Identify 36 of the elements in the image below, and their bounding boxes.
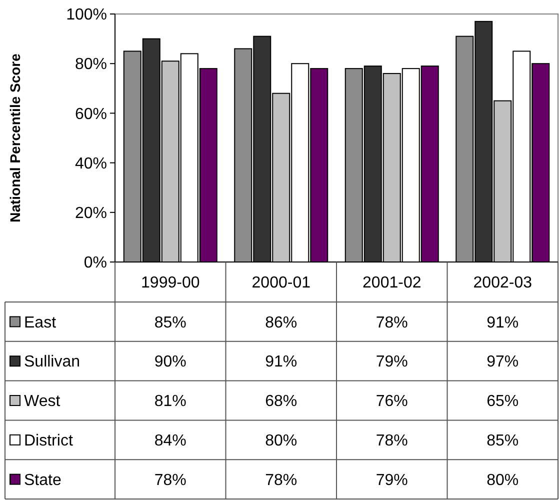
data-label: 65%: [486, 393, 519, 410]
x-tick-label: 2002-03: [473, 274, 532, 292]
y-axis-title: National Percentile Score: [7, 53, 23, 222]
y-tick-label: 60%: [74, 106, 107, 123]
legend-label: East: [24, 314, 57, 332]
x-tick-label: 2001-02: [362, 274, 422, 292]
y-tick-label: 40%: [74, 155, 107, 172]
legend-label: West: [24, 393, 61, 410]
data-label: 90%: [154, 354, 186, 371]
data-label: 84%: [154, 432, 186, 450]
data-label: 91%: [265, 354, 298, 371]
y-tick-label: 100%: [66, 6, 107, 24]
x-tick-label: 1999-00: [141, 274, 200, 292]
data-label: 85%: [486, 432, 519, 450]
legend-label: District: [24, 432, 74, 450]
data-label: 85%: [154, 314, 186, 332]
data-label: 78%: [376, 314, 408, 332]
data-label: 68%: [265, 393, 298, 410]
data-label: 78%: [265, 472, 298, 489]
data-label: 86%: [265, 314, 298, 332]
y-tick-label: 20%: [74, 205, 107, 222]
legend-label: State: [24, 472, 62, 489]
data-label: 81%: [154, 393, 186, 410]
data-label: 79%: [376, 354, 408, 371]
x-tick-label: 2000-01: [252, 274, 311, 292]
data-label: 97%: [486, 354, 519, 371]
data-label: 91%: [486, 314, 519, 332]
data-label: 78%: [376, 432, 408, 450]
data-label: 80%: [486, 472, 519, 489]
data-label: 78%: [154, 472, 186, 489]
y-tick-label: 80%: [74, 56, 107, 74]
data-label: 80%: [265, 432, 298, 450]
y-tick-label: 0%: [84, 254, 107, 272]
data-label: 76%: [376, 393, 408, 410]
data-label: 79%: [376, 472, 408, 489]
legend-label: Sullivan: [24, 354, 80, 371]
